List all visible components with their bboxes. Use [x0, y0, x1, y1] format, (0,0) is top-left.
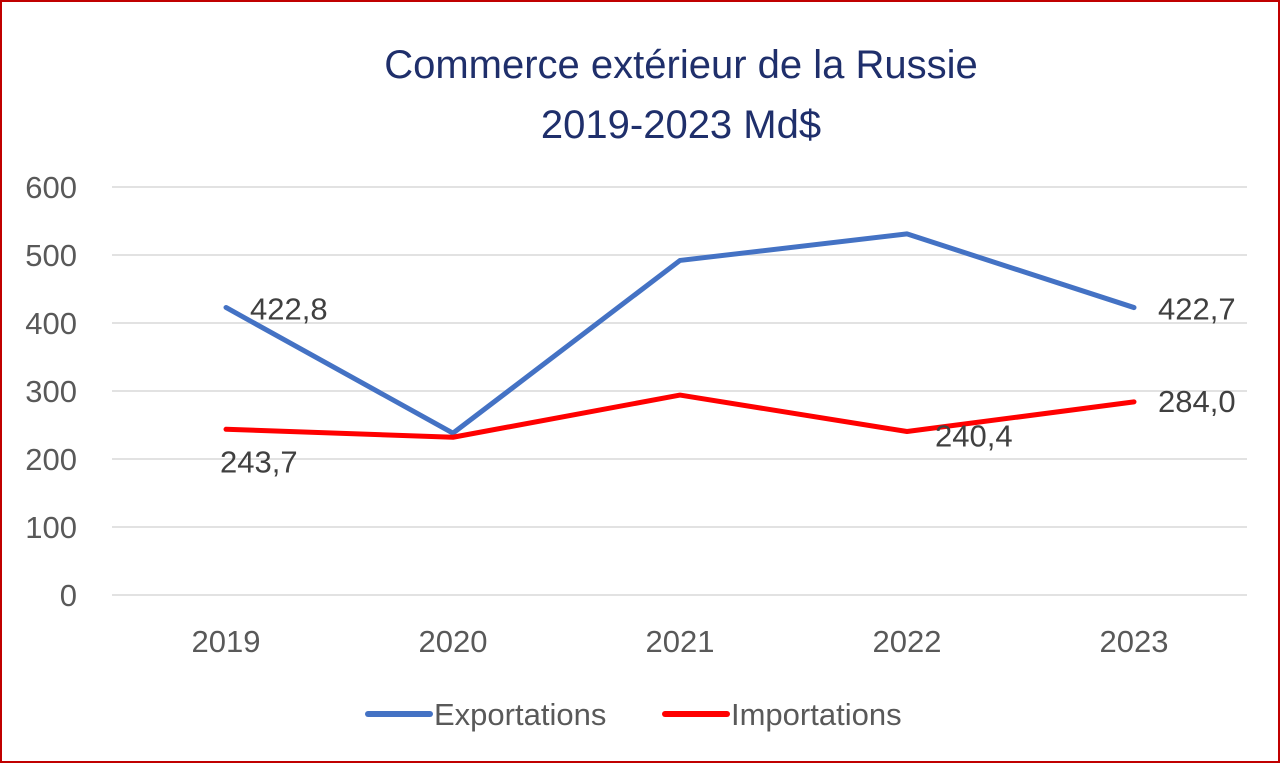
x-tick-label: 2019	[192, 624, 261, 659]
data-label: 243,7	[220, 444, 298, 479]
series-lines	[223, 231, 1137, 440]
data-label: 240,4	[935, 419, 1013, 454]
y-tick-label: 300	[25, 374, 77, 409]
legend-label-importations: Importations	[731, 697, 902, 732]
y-tick-label: 200	[25, 442, 77, 477]
y-tick-label: 100	[25, 510, 77, 545]
chart-title: Commerce extérieur de la Russie 2019-202…	[384, 43, 978, 147]
x-tick-label: 2022	[873, 624, 942, 659]
data-labels: 422,8 422,7 243,7 240,4 284,0	[220, 291, 1236, 479]
series-line-exportations	[223, 231, 1137, 436]
chart-title-line-1: Commerce extérieur de la Russie	[384, 43, 978, 87]
y-tick-label: 500	[25, 238, 77, 273]
x-tick-label: 2023	[1100, 624, 1169, 659]
y-tick-label: 400	[25, 306, 77, 341]
series-line-importations	[223, 392, 1137, 440]
legend: Exportations Importations	[365, 697, 902, 732]
y-axis-tick-labels: 0 100 200 300 400 500 600	[25, 170, 77, 613]
gridlines	[112, 186, 1247, 596]
y-tick-label: 600	[25, 170, 77, 205]
legend-label-exportations: Exportations	[434, 697, 606, 732]
y-tick-label: 0	[60, 578, 77, 613]
data-label: 422,7	[1158, 292, 1236, 327]
x-tick-label: 2021	[646, 624, 715, 659]
data-label: 284,0	[1158, 384, 1236, 419]
chart-title-line-2: 2019-2023 Md$	[541, 103, 821, 147]
x-axis-tick-labels: 2019 2020 2021 2022 2023	[192, 624, 1169, 659]
x-tick-label: 2020	[419, 624, 488, 659]
data-label: 422,8	[250, 291, 328, 326]
